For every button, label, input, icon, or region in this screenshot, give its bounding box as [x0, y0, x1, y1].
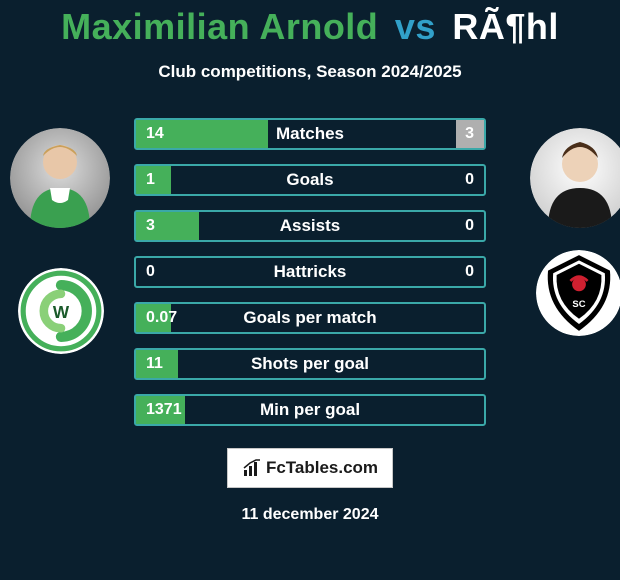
stat-value-right: 0	[455, 166, 484, 194]
stat-value-right: 0	[455, 212, 484, 240]
footer-brand-text: FcTables.com	[266, 458, 378, 478]
stat-value-right	[464, 304, 484, 332]
stat-value-left: 1371	[136, 396, 192, 424]
player1-team-logo: W	[18, 268, 104, 354]
stat-label: Goals per match	[243, 308, 376, 328]
stat-label: Matches	[276, 124, 344, 144]
stat-value-right: 3	[455, 120, 484, 148]
stat-value-right	[464, 396, 484, 424]
stat-row: 1 Goals 0	[134, 164, 486, 196]
player1-avatar	[10, 128, 110, 228]
stat-value-left: 11	[136, 350, 173, 378]
stat-label: Shots per goal	[251, 354, 369, 374]
stat-row: 11 Shots per goal	[134, 348, 486, 380]
stat-value-left: 3	[136, 212, 165, 240]
comparison-title: Maximilian Arnold vs RÃ¶hl	[0, 6, 620, 48]
stat-label: Goals	[286, 170, 333, 190]
stat-value-left: 1	[136, 166, 165, 194]
player2-name: RÃ¶hl	[452, 6, 559, 47]
stat-row: 1371 Min per goal	[134, 394, 486, 426]
chart-icon	[242, 458, 262, 478]
stat-value-left: 0	[136, 258, 165, 286]
player2-team-logo: SC	[536, 250, 620, 336]
svg-text:SC: SC	[572, 299, 585, 310]
stat-row: 0.07 Goals per match	[134, 302, 486, 334]
vs-text: vs	[395, 6, 436, 47]
stat-row: 0 Hattricks 0	[134, 256, 486, 288]
footer-date: 11 december 2024	[0, 506, 620, 524]
player2-avatar	[530, 128, 620, 228]
stat-label: Hattricks	[274, 262, 347, 282]
stats-table: 14 Matches 3 1 Goals 0 3 Assists 0 0 Hattricks 0 0.0…	[134, 118, 486, 426]
stat-value-left: 0.07	[136, 304, 187, 332]
svg-text:W: W	[53, 302, 70, 322]
stat-row: 3 Assists 0	[134, 210, 486, 242]
stat-label: Min per goal	[260, 400, 360, 420]
stat-value-right: 0	[455, 258, 484, 286]
footer-brand-badge: FcTables.com	[227, 448, 393, 488]
stat-row: 14 Matches 3	[134, 118, 486, 150]
stat-label: Assists	[280, 216, 340, 236]
stat-value-left: 14	[136, 120, 174, 148]
player1-name: Maximilian Arnold	[61, 6, 378, 47]
subtitle: Club competitions, Season 2024/2025	[0, 62, 620, 82]
stat-value-right	[464, 350, 484, 378]
